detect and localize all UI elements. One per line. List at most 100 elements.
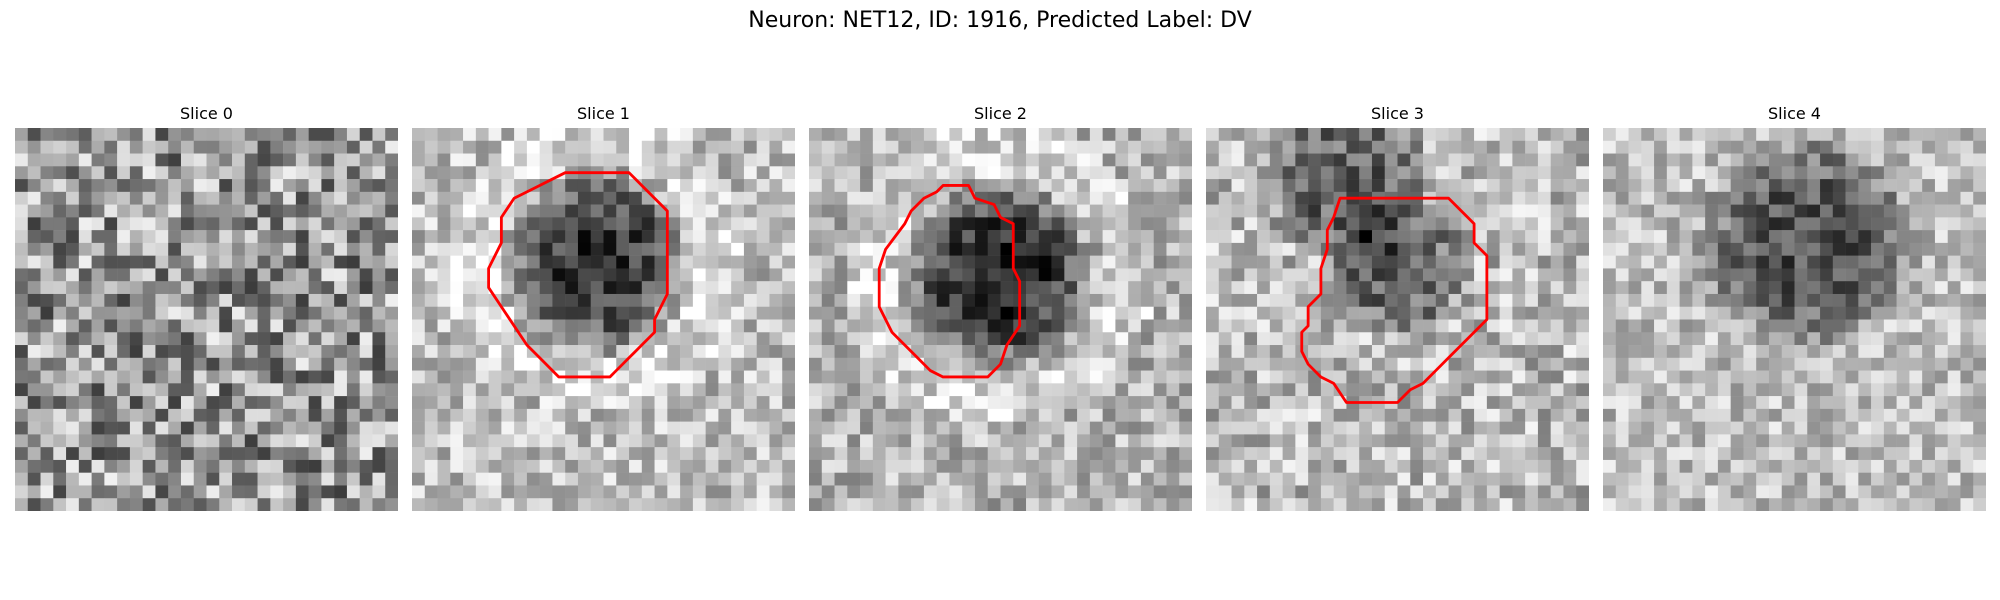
pixel [1537,498,1551,511]
pixel [168,179,182,193]
pixel [424,153,438,167]
pixel [53,434,67,448]
pixel [1692,472,1706,486]
pixel [756,268,770,282]
pixel [1333,128,1347,142]
pixel [1883,281,1897,295]
pixel [1295,472,1309,486]
pixel [1922,447,1936,461]
slice-image [809,128,1192,511]
pixel [308,153,322,167]
pixel [847,447,861,461]
pixel [412,485,426,499]
pixel [424,472,438,486]
pixel [193,370,207,384]
pixel [488,498,502,511]
pixel [1845,242,1859,256]
pixel [667,408,681,422]
pixel [1140,140,1154,154]
pixel [1563,319,1577,333]
pixel [1218,191,1232,205]
pixel [898,396,912,410]
pixel [1615,268,1629,282]
pixel [1474,140,1488,154]
pixel [168,447,182,461]
pixel [1730,319,1744,333]
pixel [321,332,335,346]
pixel [552,230,566,244]
pixel [193,128,207,142]
pixel [257,396,271,410]
pixel [1832,345,1846,359]
pixel [424,332,438,346]
pixel [885,153,899,167]
pixel [1666,140,1680,154]
pixel [1717,498,1731,511]
pixel [270,485,284,499]
pixel [603,140,617,154]
pixel [244,319,258,333]
pixel [1038,179,1052,193]
pixel [667,242,681,256]
pixel [872,242,886,256]
pixel [539,242,553,256]
pixel [1820,319,1834,333]
pixel [743,140,757,154]
pixel [641,306,655,320]
pixel [1384,128,1398,142]
pixel [424,140,438,154]
pixel [1871,179,1885,193]
pixel [1576,281,1589,295]
pixel [1384,306,1398,320]
pixel [1654,434,1668,448]
roi-contour [1300,196,1489,404]
pixel [1820,408,1834,422]
pixel [1781,281,1795,295]
pixel [308,396,322,410]
pixel [1140,332,1154,346]
pixel [987,281,1001,295]
pixel [437,293,451,307]
pixel [1820,242,1834,256]
pixel [78,306,92,320]
pixel [308,485,322,499]
pixel [1499,230,1513,244]
pixel [1128,204,1142,218]
pixel [346,306,360,320]
pixel [1947,293,1961,307]
pixel [488,332,502,346]
pixel [1820,383,1834,397]
pixel [692,242,706,256]
pixel [475,383,489,397]
pixel [334,204,348,218]
pixel [463,153,477,167]
pixel [1896,230,1910,244]
pixel [539,204,553,218]
pixel [295,370,309,384]
pixel [1960,332,1974,346]
pixel [1346,166,1360,180]
pixel [1359,485,1373,499]
pixel [219,204,233,218]
pixel [514,166,528,180]
pixel [257,319,271,333]
pixel [1026,242,1040,256]
pixel [872,459,886,473]
pixel [104,485,118,499]
pixel [898,421,912,435]
pixel [1525,230,1539,244]
pixel [834,281,848,295]
pixel [1679,242,1693,256]
pixel [168,319,182,333]
pixel [1743,485,1757,499]
pixel [129,293,143,307]
pixel [1807,396,1821,410]
pixel [885,345,899,359]
pixel [219,281,233,295]
pixel [219,498,233,511]
pixel [66,472,80,486]
pixel [104,166,118,180]
pixel [654,345,668,359]
pixel [1206,166,1220,180]
pixel [847,166,861,180]
